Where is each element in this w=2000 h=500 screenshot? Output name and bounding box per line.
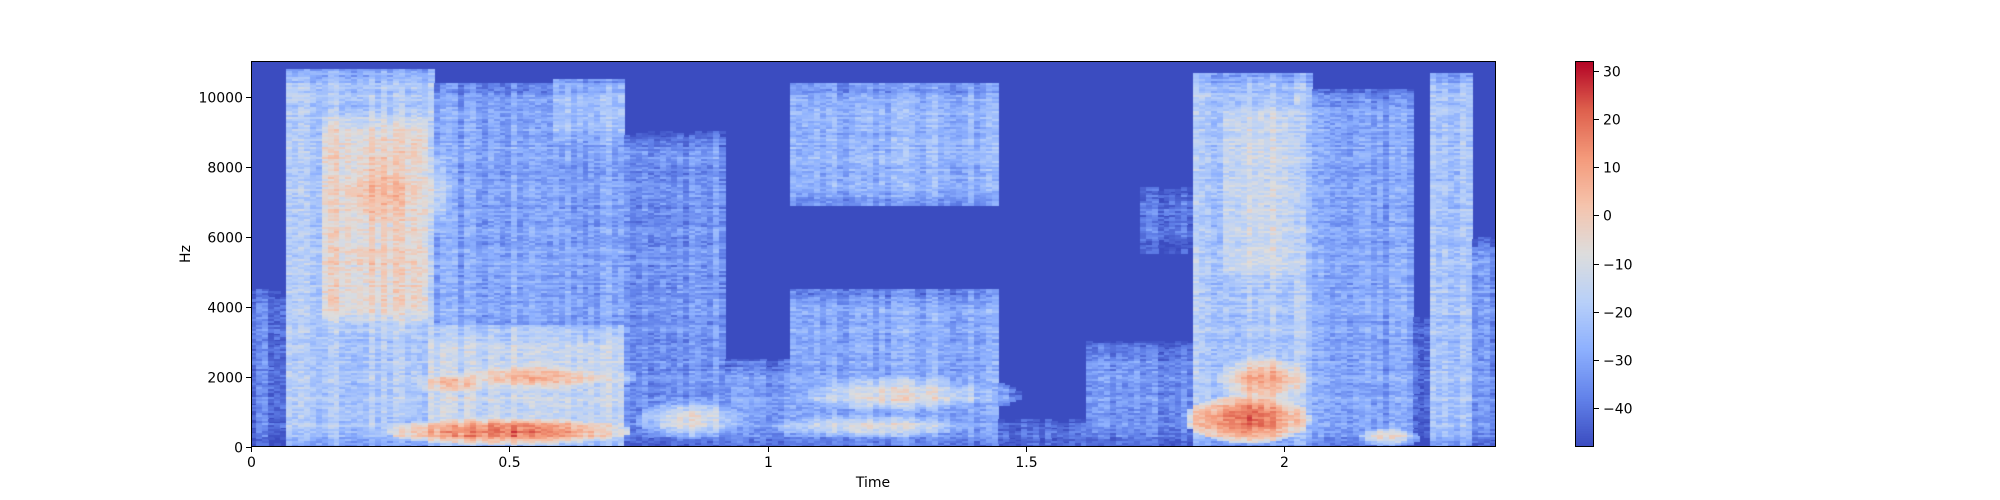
y-tick-label: 8000: [207, 161, 243, 177]
colorbar-tick-label: −10: [1603, 258, 1633, 274]
colorbar-frame: [1575, 61, 1594, 447]
colorbar-tick-label: 30: [1603, 65, 1621, 81]
y-axis-ticks: 0 2000 4000 6000 8000 10000: [198, 91, 251, 457]
colorbar-ticks: 30 20 10 0 −10 −20 −30 −40: [1594, 65, 1633, 418]
colorbar-tick-label: −40: [1603, 402, 1633, 418]
colorbar-tick-label: 0: [1603, 209, 1612, 225]
x-tick-label: 2: [1280, 455, 1289, 471]
x-tick-label: 0.5: [498, 455, 520, 471]
colorbar-tick-label: −20: [1603, 306, 1633, 322]
plot-frame: [251, 61, 1496, 447]
x-tick-label: 0: [247, 455, 256, 471]
y-tick-label: 6000: [207, 231, 243, 247]
x-axis-ticks: 0 0.5 1 1.5 2: [247, 447, 1289, 471]
x-tick-label: 1.5: [1015, 455, 1037, 471]
spectrogram-heatmap: [251, 61, 1496, 447]
y-tick-label: 10000: [198, 91, 243, 107]
y-tick-label: 4000: [207, 301, 243, 317]
y-tick-label: 0: [234, 441, 243, 457]
colorbar-tick-label: −30: [1603, 354, 1633, 370]
y-tick-label: 2000: [207, 371, 243, 387]
colorbar-tick-label: 10: [1603, 161, 1621, 177]
x-axis-label: Time: [855, 475, 890, 491]
colorbar-tick-label: 20: [1603, 113, 1621, 129]
y-axis-label: Hz: [178, 245, 194, 263]
colorbar-gradient: [1575, 61, 1594, 447]
x-tick-label: 1: [764, 455, 773, 471]
